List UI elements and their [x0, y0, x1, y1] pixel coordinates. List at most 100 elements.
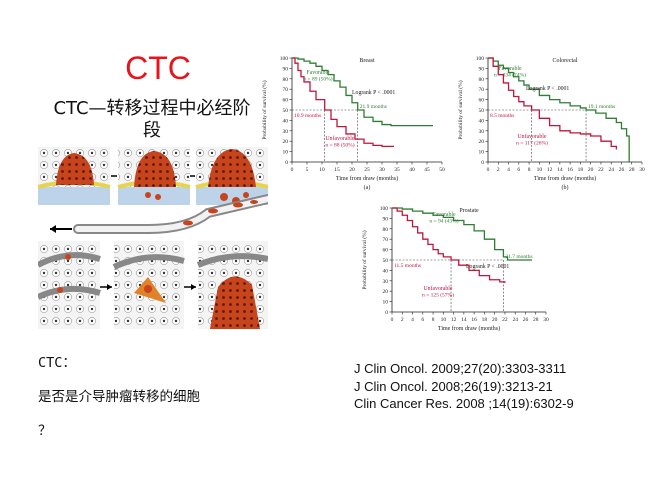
- y-tick-label: 70: [479, 87, 485, 93]
- x-tick-label: 0: [391, 317, 394, 323]
- y-tick-label: 10: [383, 300, 389, 306]
- slide-title: CTC: [125, 50, 191, 86]
- x-tick-label: 12: [547, 167, 553, 173]
- x-tick-label: 24: [512, 317, 518, 323]
- logrank-label: Logrank P < .0001: [466, 264, 509, 270]
- y-tick-label: 10: [479, 150, 485, 156]
- y-axis-label: Probability of survival (%): [361, 230, 368, 289]
- y-tick-label: 100: [380, 206, 389, 212]
- y-tick-label: 20: [383, 289, 389, 295]
- y-tick-label: 100: [280, 56, 289, 62]
- x-tick-label: 14: [557, 167, 563, 173]
- y-tick-label: 30: [283, 129, 289, 135]
- question-line-2: ？: [38, 423, 52, 439]
- y-tick-label: 60: [383, 248, 389, 254]
- series-label-favorable: Favorable: [432, 212, 456, 218]
- series-n-unfavorable: n = 125 (57%): [422, 292, 454, 299]
- series-label-favorable: Favorable: [306, 70, 330, 76]
- y-tick-label: 90: [479, 66, 485, 72]
- y-tick-label: 30: [479, 129, 485, 135]
- series-label-favorable: Favorable: [498, 66, 522, 72]
- y-tick-label: 80: [383, 227, 389, 233]
- x-tick-label: 10: [537, 167, 543, 173]
- x-tick-label: 22: [502, 317, 508, 323]
- subtitle-line-1: CTC—转移过程中必经阶: [53, 98, 251, 119]
- y-tick-label: 0: [385, 310, 388, 316]
- series-n-unfavorable: n = 117 (26%): [516, 140, 548, 147]
- question-line-1: 是否是介导肿瘤转移的细胞: [38, 389, 200, 405]
- chart-title: Breast: [359, 58, 375, 64]
- x-tick-label: 30: [639, 167, 645, 173]
- y-tick-label: 80: [479, 77, 485, 83]
- x-tick-label: 25: [364, 167, 370, 173]
- metastasis-illustration: [38, 147, 268, 329]
- x-tick-label: 26: [619, 167, 625, 173]
- x-tick-label: 28: [629, 167, 635, 173]
- y-tick-label: 30: [383, 279, 389, 285]
- median-label-favorable: 21.7 months: [505, 254, 532, 260]
- y-tick-label: 50: [479, 108, 485, 114]
- x-tick-label: 2: [401, 317, 404, 323]
- median-label-favorable: 19.1 months: [588, 104, 615, 110]
- y-axis-label: Probability of survival (%): [261, 80, 268, 139]
- x-tick-label: 5: [306, 167, 309, 173]
- x-tick-label: 16: [567, 167, 573, 173]
- logrank-label: Logrank P < .0001: [352, 90, 395, 96]
- x-tick-label: 2: [497, 167, 500, 173]
- series-label-unfavorable: Unfavorable: [424, 285, 453, 292]
- panel-label: (b): [562, 184, 569, 191]
- x-tick-label: 24: [608, 167, 614, 173]
- chart-title: Colorectal: [553, 58, 578, 64]
- x-tick-label: 50: [439, 167, 445, 173]
- x-tick-label: 35: [394, 167, 400, 173]
- arrow-icon: [50, 225, 72, 233]
- x-tick-label: 6: [421, 317, 424, 323]
- subtitle-line-2: 段: [143, 120, 161, 141]
- y-tick-label: 60: [479, 98, 485, 104]
- x-axis-label: Time from draw (months): [336, 175, 398, 182]
- y-tick-label: 40: [283, 118, 289, 124]
- survival-curve-favorable: [488, 57, 630, 162]
- series-n-favorable: n = 94 (43%): [429, 218, 458, 225]
- km-chart-breast: 0 10 20 30 40 50 60 70 80 90 100 0 5 10 15 20 25 30 35 40 45…: [261, 56, 445, 191]
- x-tick-label: 12: [451, 317, 457, 323]
- x-axis-label: Time from draw (months): [438, 325, 500, 332]
- x-tick-label: 10: [319, 167, 325, 173]
- y-tick-label: 90: [283, 66, 289, 72]
- chart-title: Prostate: [459, 208, 479, 214]
- panel-label: (a): [364, 184, 371, 191]
- references: J Clin Oncol. 2009;27(20):3303-3311 J Cl…: [354, 360, 644, 413]
- x-tick-label: 20: [349, 167, 355, 173]
- survival-curve-favorable: [392, 207, 533, 261]
- median-label-unfavorable: 11.5 months: [394, 263, 421, 269]
- y-tick-label: 20: [283, 139, 289, 145]
- series-n-favorable: n = 334 (74%): [494, 72, 526, 79]
- blood-vessel-icon: [73, 194, 268, 234]
- reference-2: J Clin Oncol. 2008;26(19):3213-21: [354, 378, 553, 394]
- y-tick-label: 0: [285, 160, 288, 166]
- y-tick-label: 70: [383, 237, 389, 243]
- x-tick-label: 18: [578, 167, 584, 173]
- x-tick-label: 30: [543, 317, 549, 323]
- median-label-unfavorable: 8.5 months: [490, 113, 514, 119]
- y-tick-label: 50: [383, 258, 389, 264]
- x-axis-label: Time from draw (months): [534, 175, 596, 182]
- x-tick-label: 6: [517, 167, 520, 173]
- y-tick-label: 60: [283, 98, 289, 104]
- x-tick-label: 18: [482, 317, 488, 323]
- survival-curve-unfavorable: [292, 57, 394, 148]
- y-tick-label: 80: [283, 77, 289, 83]
- series-label-unfavorable: Unfavorable: [518, 133, 547, 140]
- x-tick-label: 20: [588, 167, 594, 173]
- y-tick-label: 50: [283, 108, 289, 114]
- survival-curve-unfavorable: [488, 57, 617, 150]
- tumor-cell-icon: [38, 147, 111, 205]
- reference-3: Clin Cancer Res. 2008 ;14(19):6302-9: [354, 396, 574, 411]
- median-label-unfavorable: 10.9 months: [294, 113, 321, 119]
- survival-curve-unfavorable: [392, 207, 506, 283]
- question-text: CTC： 是否是介导肿瘤转移的细胞 ？: [38, 338, 278, 457]
- y-tick-label: 40: [479, 118, 485, 124]
- series-n-favorable: n = 89 (50%): [303, 76, 332, 83]
- reference-1: J Clin Oncol. 2009;27(20):3303-3311: [354, 361, 567, 376]
